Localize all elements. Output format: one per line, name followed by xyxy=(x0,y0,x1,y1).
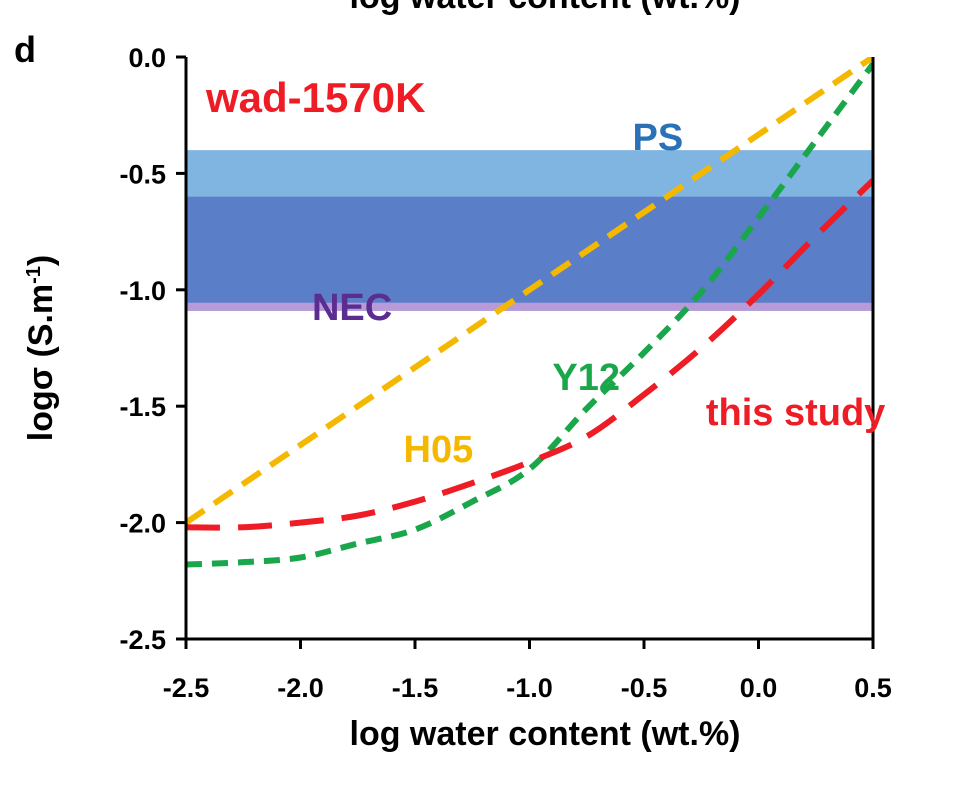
series-label-h05: H05 xyxy=(404,429,474,471)
top-cutoff-text: log water content (wt.%) xyxy=(350,0,741,16)
y-tick-label: -1.5 xyxy=(119,392,166,422)
y-tick-label: -2.0 xyxy=(119,509,166,539)
y-tick-label: 0.0 xyxy=(128,43,166,73)
series-line-y12 xyxy=(186,62,873,568)
x-axis-title: log water content (wt.%) xyxy=(350,715,741,753)
band-nec-edge xyxy=(186,302,873,311)
x-tick-label: -2.5 xyxy=(163,673,210,703)
x-tick-label: -1.5 xyxy=(392,673,439,703)
band-nec xyxy=(186,196,873,311)
y-axis-title: logσ (S.m-1) xyxy=(22,255,60,442)
x-tick-label: -1.0 xyxy=(506,673,553,703)
x-ticks: -2.5 -2.0 -1.5 -1.0 -0.5 0.0 0.5 xyxy=(163,639,892,703)
series-label-this-study: this study xyxy=(706,392,885,434)
panel-label: d xyxy=(14,29,36,70)
y-tick-label: -0.5 xyxy=(119,159,166,189)
x-tick-label: -0.5 xyxy=(621,673,668,703)
x-tick-label: -2.0 xyxy=(277,673,324,703)
band-label-nec: NEC xyxy=(312,287,392,329)
y-tick-label: -1.0 xyxy=(119,276,166,306)
y-ticks: 0.0 -0.5 -1.0 -1.5 -2.0 -2.5 xyxy=(119,43,186,655)
series-line-h05 xyxy=(186,57,873,526)
y-axis-title-close: ) xyxy=(22,255,60,266)
x-tick-label: 0.0 xyxy=(740,673,778,703)
curve-labels: PS NEC H05 Y12 this study xyxy=(312,117,885,471)
series-lines xyxy=(186,57,873,568)
y-axis-title-sup: -1 xyxy=(23,266,45,284)
y-tick-label: -2.5 xyxy=(119,625,166,655)
series-label-y12: Y12 xyxy=(552,357,620,399)
y-axis-title-main: logσ (S.m xyxy=(22,284,60,441)
series-line-this-study xyxy=(186,178,873,531)
x-tick-label: 0.5 xyxy=(854,673,892,703)
chart-title: wad-1570K xyxy=(205,74,425,121)
band-label-ps: PS xyxy=(633,117,684,159)
